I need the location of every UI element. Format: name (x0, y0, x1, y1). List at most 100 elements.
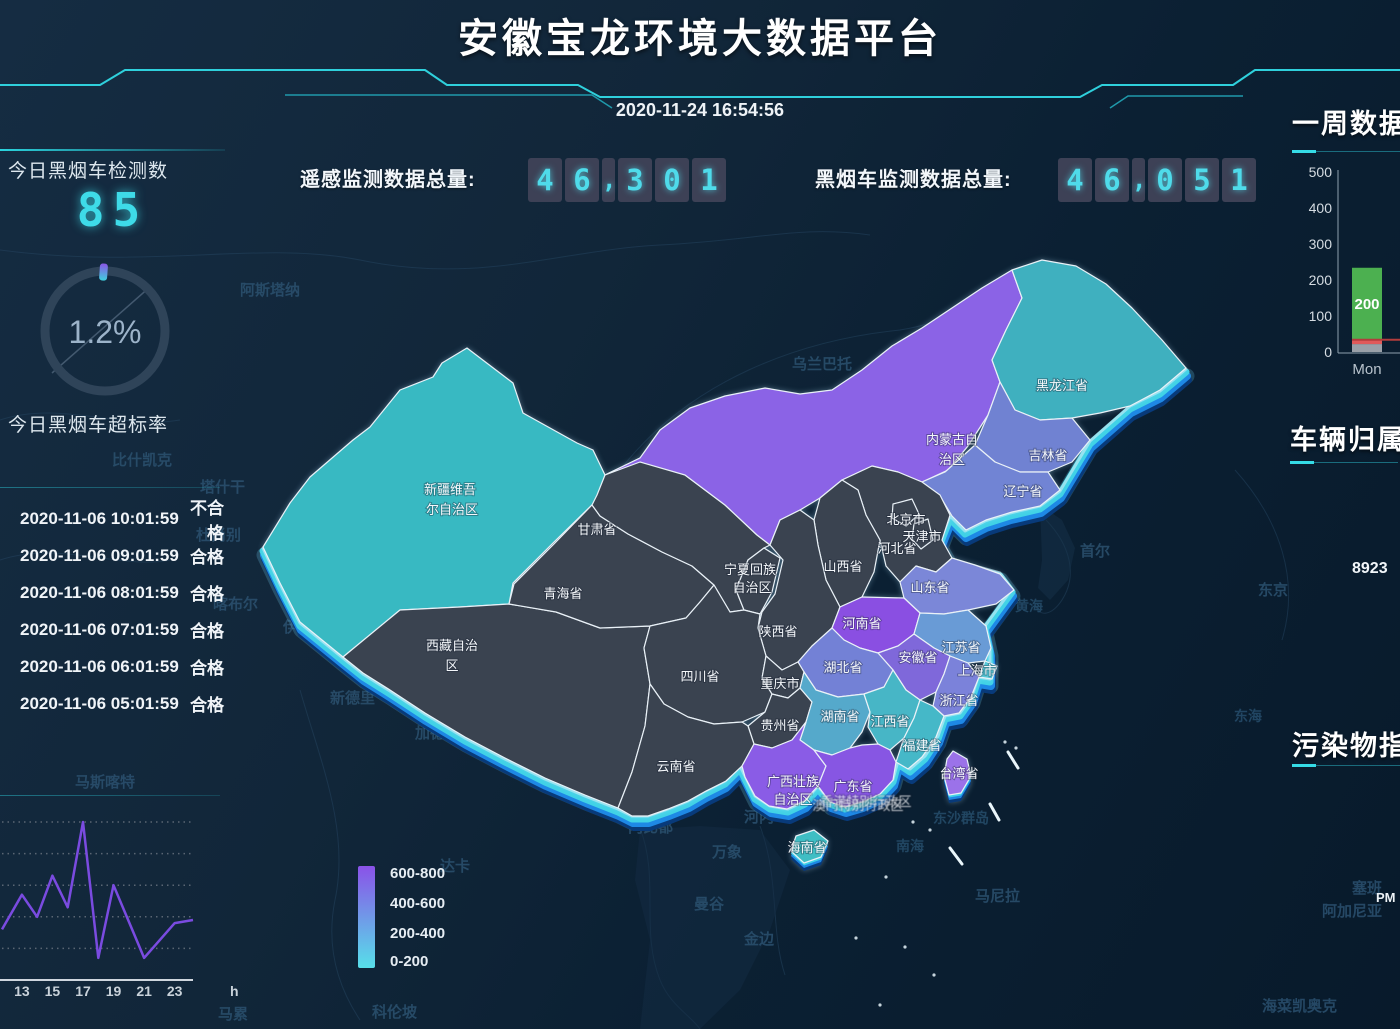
province-beijing[interactable] (891, 498, 920, 527)
bg-map-label: 阿加尼亚 (1322, 903, 1382, 920)
record-status: 合格 (190, 622, 224, 641)
x-tick-label: 15 (45, 983, 61, 999)
bg-map-label: 金边 (743, 930, 775, 948)
header-timestamp: 2020-11-24 16:54:56 (615, 100, 785, 120)
detection-record-row: 2020-11-06 06:01:59 合格 (0, 648, 228, 685)
smoke-vehicle-total-label: 黑烟车监测数据总量: (815, 169, 1012, 191)
province-label-xinjiang: 新疆维吾 (424, 482, 476, 497)
province-label-anhui: 安徽省 (898, 650, 937, 665)
divider-top-left (0, 149, 225, 151)
y-tick-label: 200 (1309, 272, 1333, 288)
record-time: 2020-11-06 08:01:59 (20, 582, 179, 602)
legend-gradient-bar (358, 866, 375, 968)
record-status: 合格 (190, 548, 224, 567)
detection-record-list: 2020-11-06 10:01:59 不合格 2020-11-06 09:01:5… (0, 499, 228, 722)
bg-map-label: 海菜凯奥克 (1262, 997, 1337, 1015)
bg-map-label: 万象 (711, 843, 742, 861)
province-label-jiangxi: 江西省 (870, 714, 909, 729)
province-label-yunnan: 云南省 (656, 759, 695, 774)
province-liaoning[interactable] (921, 444, 1061, 531)
exceed-rate-gauge: 1.2% (40, 263, 170, 396)
province-guangdong[interactable] (813, 743, 897, 808)
province-heilongjiang[interactable] (991, 259, 1187, 421)
bg-map-label: 科伦坡 (372, 1003, 417, 1021)
province-label-guangdong: 广东省 (833, 779, 872, 794)
bar-segment[interactable] (1352, 339, 1382, 345)
province-label-zhejiang: 浙江省 (939, 693, 978, 708)
digit-box: 4 (1058, 158, 1092, 202)
detect-count-label: 今日黑烟车检测数 (8, 161, 169, 182)
digit-box: 5 (1185, 158, 1219, 202)
bg-map-label: 曼谷 (694, 895, 725, 913)
province-shanghai[interactable] (978, 660, 998, 680)
province-label-taiwan: 台湾省 (939, 766, 978, 781)
province-label-tianjin: 天津市 (902, 529, 941, 544)
province-label-ningxia: 自治区 (732, 580, 771, 595)
digit-separator: , (1132, 158, 1146, 202)
province-taiwan[interactable] (943, 750, 972, 796)
exceed-rate-label: 今日黑烟车超标率 (8, 415, 169, 436)
record-status: 不合格 (190, 498, 224, 543)
sea-label: 东沙群岛 (933, 810, 989, 826)
bg-map-label: 首尔 (1080, 542, 1110, 560)
province-label-beijing: 北京市 (886, 512, 925, 527)
bar-segment[interactable] (1352, 344, 1382, 352)
x-tick-label: 13 (14, 983, 30, 999)
vehicle-panel-title: 车辆归属 (1290, 425, 1400, 455)
overlapping-region-label: 香港特别行政区 (820, 794, 911, 809)
province-fujian[interactable] (895, 699, 945, 770)
bar-category-label: Mon (1352, 361, 1381, 378)
record-status: 合格 (190, 696, 224, 715)
province-label-guizhou: 贵州省 (760, 718, 799, 733)
island-dot (854, 936, 858, 940)
province-label-shaanxi: 陕西省 (758, 624, 797, 639)
digit-separator: , (602, 158, 616, 202)
province-tianjin[interactable] (911, 518, 934, 550)
background-land-patches (635, 505, 1075, 1029)
vehicle-count-value: 8923 (1352, 560, 1388, 577)
province-yunnan[interactable] (617, 683, 755, 817)
bg-map-label: 比什凯克 (112, 451, 172, 469)
record-time: 2020-11-06 06:01:59 (20, 656, 179, 676)
province-label-guangxi: 自治区 (773, 792, 812, 807)
pollutant-panel-title: 污染物指标 (1292, 731, 1400, 761)
province-label-jilin: 吉林省 (1028, 448, 1067, 463)
island-dot (911, 820, 915, 824)
bar-segment[interactable] (1352, 267, 1382, 340)
province-label-chongqing: 重庆市 (760, 676, 799, 691)
detection-record-row: 2020-11-06 08:01:59 合格 (0, 574, 228, 611)
divider-mid-left (0, 487, 220, 488)
digit-box: 0 (655, 158, 689, 202)
x-axis-unit: h (230, 983, 239, 999)
province-label-sichuan: 四川省 (680, 669, 719, 684)
detection-record-row: 2020-11-06 09:01:59 合格 (0, 537, 228, 574)
sea-label: 黄海 (1015, 598, 1043, 614)
record-status: 合格 (190, 659, 224, 678)
detection-record-row: 2020-11-06 07:01:59 合格 (0, 611, 228, 648)
province-tibet[interactable] (342, 603, 651, 809)
sea-dash (1006, 750, 1020, 770)
bar-value-label: 200 (1354, 296, 1379, 313)
digit-box: 0 (1148, 158, 1182, 202)
y-tick-label: 100 (1309, 308, 1333, 324)
province-label-hainan: 海南省 (787, 840, 826, 855)
bg-map-label: 喀布尔 (213, 595, 258, 613)
y-tick-label: 0 (1324, 344, 1332, 360)
province-label-shanghai: 上海市 (957, 663, 996, 678)
bg-map-label: 马尼拉 (975, 887, 1020, 905)
province-label-neimenggu: 内蒙古自 (926, 432, 978, 447)
record-time: 2020-11-06 09:01:59 (20, 545, 179, 565)
province-label-hunan: 湖南省 (820, 709, 859, 724)
record-time: 2020-11-06 10:01:59 (20, 508, 179, 528)
sea-label: 东海 (1234, 708, 1262, 724)
x-tick-label: 21 (136, 983, 152, 999)
province-label-jiangsu: 江苏省 (941, 640, 980, 655)
province-label-henan: 河南省 (842, 616, 881, 631)
province-label-gansu: 甘肃省 (577, 522, 616, 537)
pollutant-panel-underline (1292, 765, 1400, 766)
province-hainan[interactable] (790, 829, 829, 864)
province-jilin[interactable] (974, 381, 1091, 473)
